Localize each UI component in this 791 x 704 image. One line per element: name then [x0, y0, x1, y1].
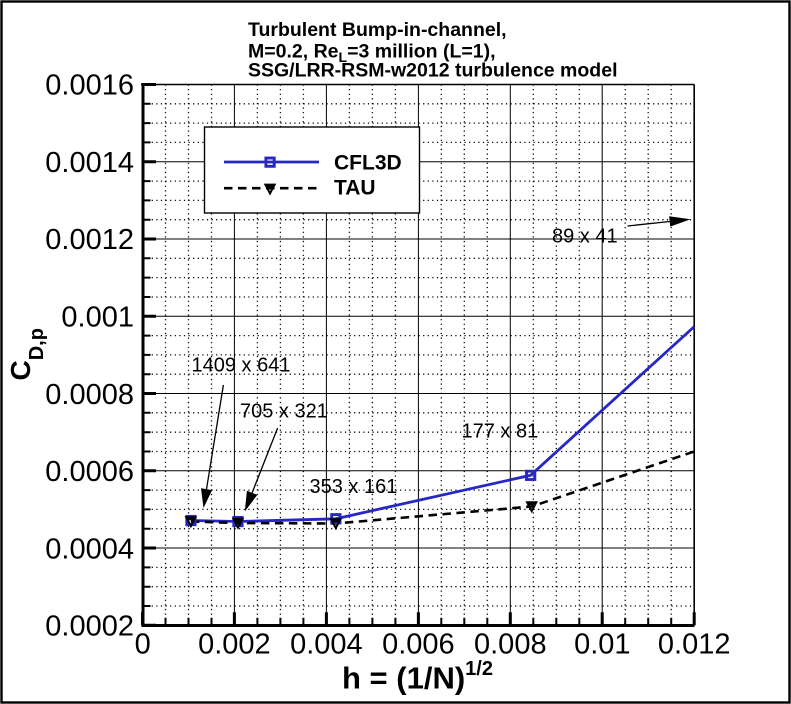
svg-text:0.01: 0.01: [574, 628, 630, 660]
svg-text:0.0004: 0.0004: [45, 533, 134, 565]
svg-text:0.0012: 0.0012: [45, 224, 134, 256]
svg-text:0.004: 0.004: [290, 628, 363, 660]
svg-text:0.0008: 0.0008: [45, 379, 134, 411]
svg-text:0.0006: 0.0006: [45, 456, 134, 488]
svg-text:0.006: 0.006: [382, 628, 455, 660]
svg-text:M=0.2, ReL=3 million (L=1),: M=0.2, ReL=3 million (L=1),: [248, 40, 496, 65]
svg-text:1409 x 641: 1409 x 641: [192, 355, 291, 377]
svg-text:0.008: 0.008: [474, 628, 547, 660]
svg-text:89 x 41: 89 x 41: [552, 226, 618, 248]
svg-text:0.0016: 0.0016: [45, 70, 134, 102]
svg-text:353 x 161: 353 x 161: [310, 476, 398, 498]
svg-text:0.002: 0.002: [198, 628, 271, 660]
svg-text:CFL3D: CFL3D: [334, 151, 402, 174]
svg-text:Turbulent Bump-in-channel,: Turbulent Bump-in-channel,: [248, 19, 507, 41]
svg-text:0.0002: 0.0002: [45, 611, 134, 643]
svg-text:0.012: 0.012: [658, 628, 731, 660]
svg-text:0: 0: [135, 628, 151, 660]
svg-text:TAU: TAU: [334, 177, 376, 200]
svg-text:SSG/LRR-RSM-w2012 turbulence m: SSG/LRR-RSM-w2012 turbulence model: [248, 60, 617, 82]
svg-text:177 x 81: 177 x 81: [462, 421, 539, 443]
svg-text:0.0014: 0.0014: [45, 147, 134, 179]
svg-text:0.001: 0.001: [61, 302, 134, 334]
svg-text:705 x 321: 705 x 321: [240, 401, 328, 423]
